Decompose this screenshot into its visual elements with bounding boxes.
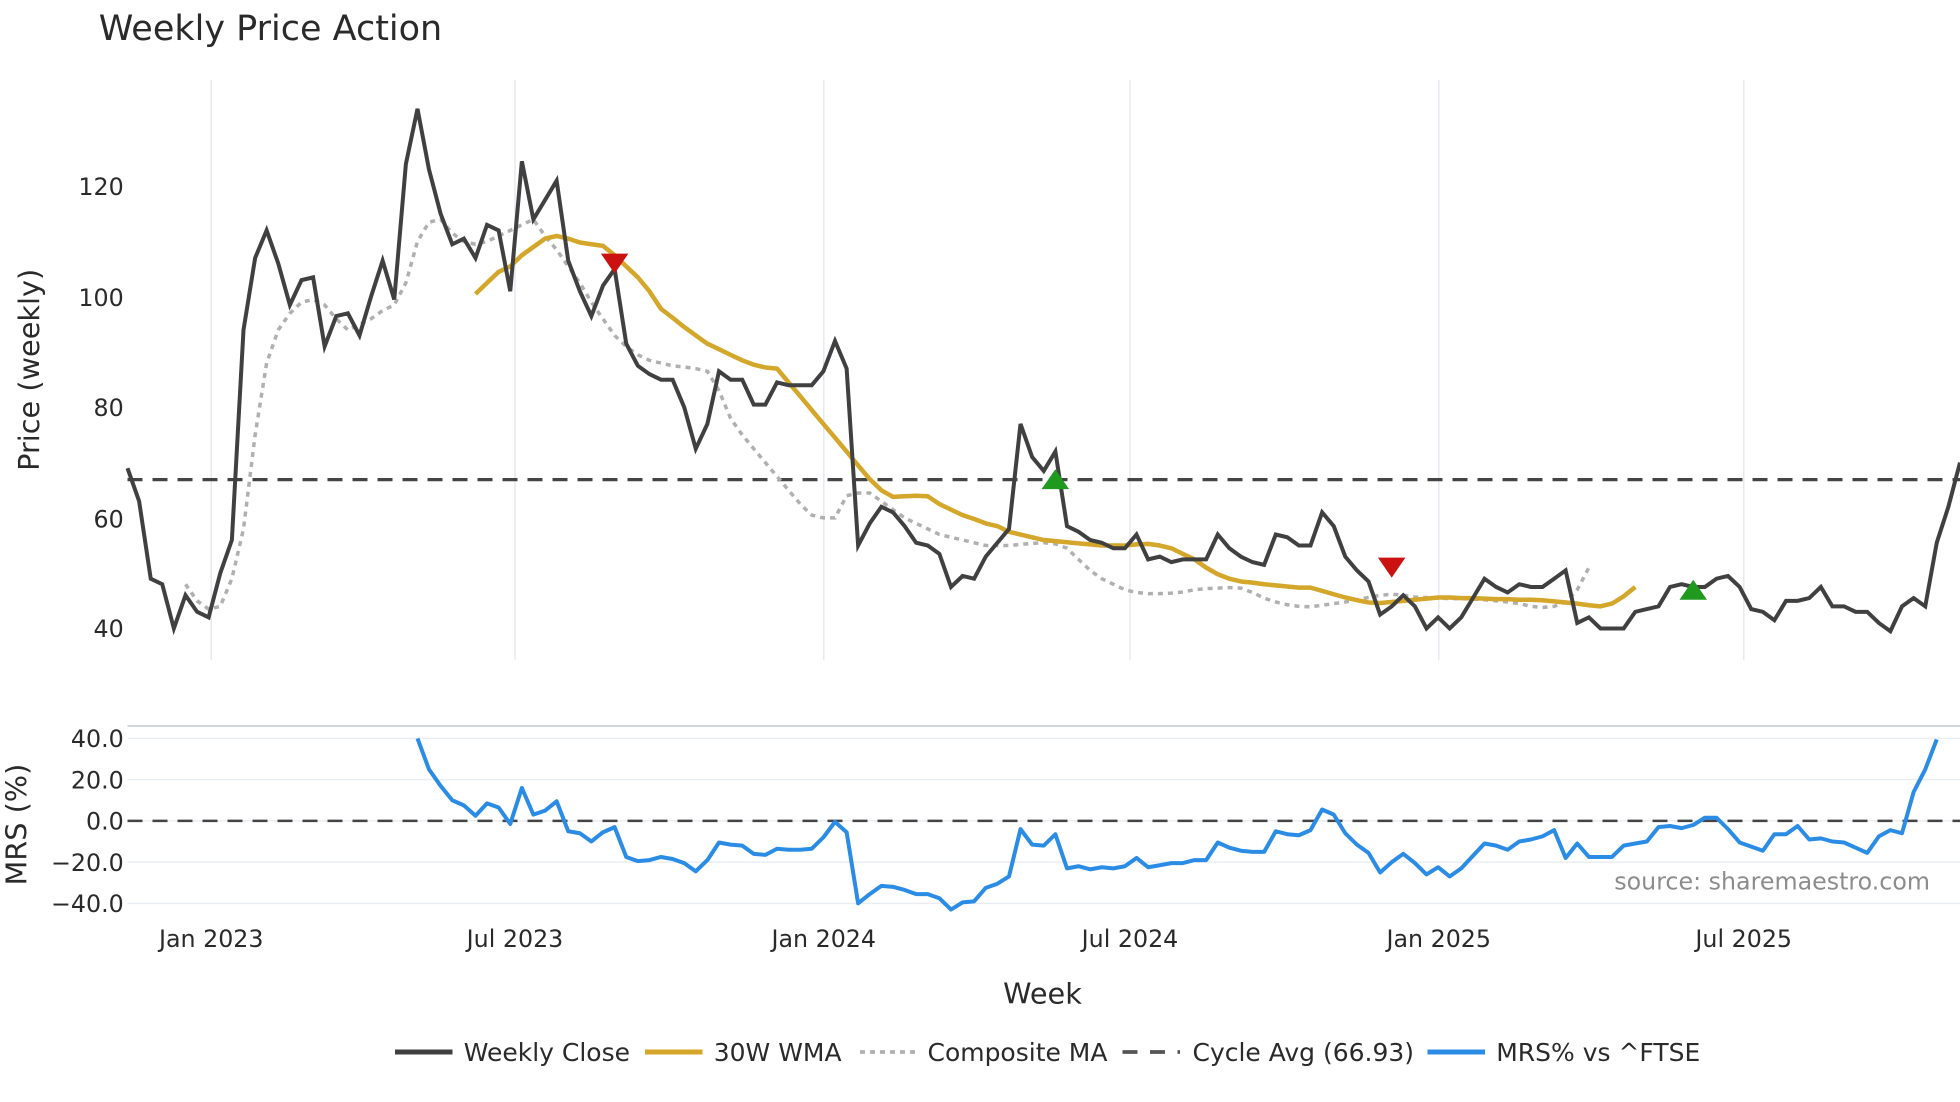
weekly-close-line xyxy=(125,108,1960,636)
legend: Weekly Close 30W WMA Composite MA Cycle … xyxy=(395,1038,1700,1067)
x-tick-jan-2023: Jan 2023 xyxy=(157,925,264,953)
buy-signal-icon xyxy=(1041,469,1070,490)
legend-label-weekly-close: Weekly Close xyxy=(464,1038,630,1067)
legend-label-mrs: MRS% vs ^FTSE xyxy=(1496,1038,1700,1067)
mrs-tick-neg20: −20.0 xyxy=(51,849,124,877)
price-tick-40: 40 xyxy=(94,615,124,643)
source-annotation: source: sharemaestro.com xyxy=(1614,868,1930,896)
legend-item-mrs[interactable]: MRS% vs ^FTSE xyxy=(1427,1038,1701,1067)
x-tick-jan-2025: Jan 2025 xyxy=(1384,925,1491,953)
sell-signal-icon xyxy=(600,253,629,274)
legend-item-30w-wma[interactable]: 30W WMA xyxy=(645,1038,842,1067)
price-tick-80: 80 xyxy=(94,394,124,422)
legend-label-composite-ma: Composite MA xyxy=(928,1038,1108,1067)
mrs-tick-neg40: −40.0 xyxy=(51,890,124,918)
x-tick-jul-2023: Jul 2023 xyxy=(465,925,564,953)
mrs-y-axis-label: MRS (%) xyxy=(0,764,33,886)
legend-item-composite-ma[interactable]: Composite MA xyxy=(860,1038,1107,1067)
mrs-tick-0: 0.0 xyxy=(86,808,124,836)
x-axis: Jan 2023 Jul 2023 Jan 2024 Jul 2024 Jan … xyxy=(157,925,1792,953)
price-tick-60: 60 xyxy=(94,505,124,533)
signal-markers xyxy=(600,253,1707,600)
wma-30-line xyxy=(473,233,1637,609)
legend-label-cycle-avg: Cycle Avg (66.93) xyxy=(1192,1038,1414,1067)
price-y-axis: 120 100 80 60 40 xyxy=(78,173,123,643)
mrs-tick-20: 20.0 xyxy=(71,766,124,794)
price-y-axis-label: Price (weekly) xyxy=(12,269,46,471)
sell-signal-icon xyxy=(1377,557,1406,578)
x-tick-jan-2024: Jan 2024 xyxy=(769,925,876,953)
x-tick-jul-2025: Jul 2025 xyxy=(1693,925,1792,953)
x-tick-jul-2024: Jul 2024 xyxy=(1080,925,1179,953)
mrs-line xyxy=(415,737,1939,912)
mrs-tick-40: 40.0 xyxy=(71,725,124,753)
chart-title: Weekly Price Action xyxy=(99,9,442,49)
price-tick-120: 120 xyxy=(78,173,123,201)
buy-signal-icon xyxy=(1679,579,1707,600)
x-axis-label: Week xyxy=(1003,976,1082,1010)
mrs-y-axis: 40.0 20.0 0.0 −20.0 −40.0 xyxy=(51,725,124,918)
legend-label-30w-wma: 30W WMA xyxy=(714,1038,842,1067)
price-tick-100: 100 xyxy=(78,284,123,312)
legend-item-cycle-avg[interactable]: Cycle Avg (66.93) xyxy=(1122,1038,1415,1067)
legend-item-weekly-close[interactable]: Weekly Close xyxy=(395,1038,630,1067)
